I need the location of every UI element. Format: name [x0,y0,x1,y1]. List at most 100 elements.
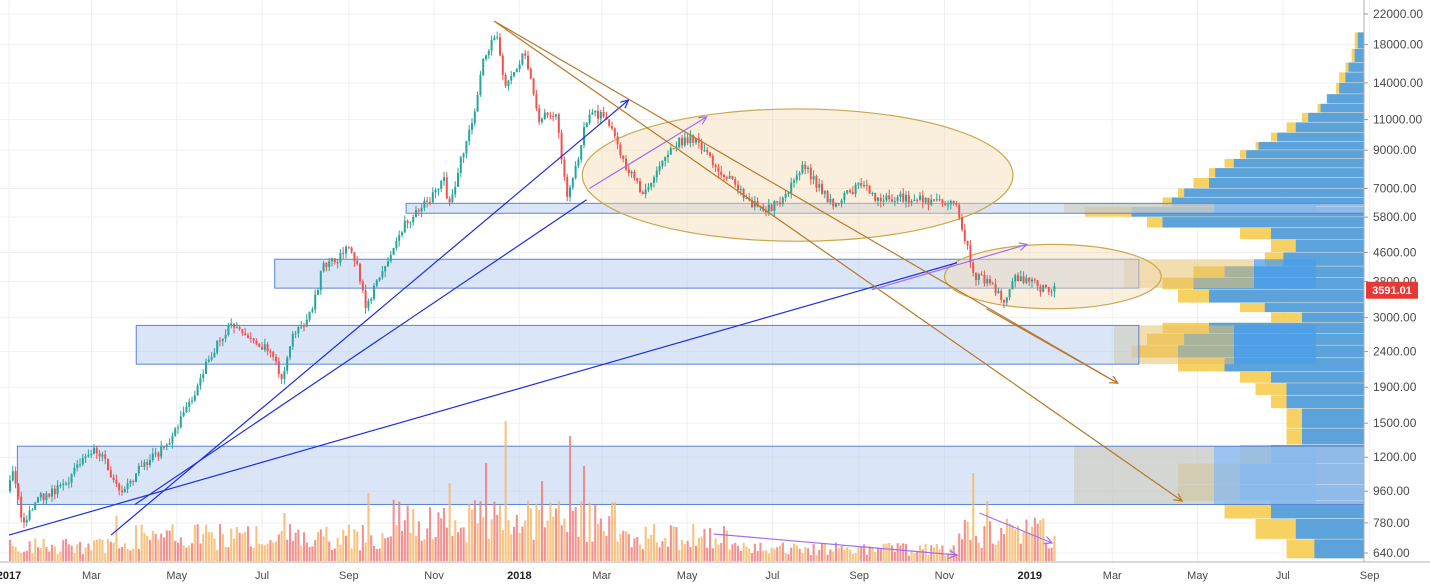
volume-bar [608,516,611,561]
volume-bar [829,549,832,561]
candle-body [62,483,65,486]
price-tick-label: 1200.00 [1373,450,1417,464]
volume-bar [611,502,614,561]
candle-body [210,357,213,360]
volume-bar [734,542,737,561]
volume-bar [56,554,59,561]
volume-bar [927,555,930,561]
volume-bar [485,463,488,561]
volume-bar [11,545,14,561]
last-price-label: 3591.01 [1372,285,1412,297]
candle-body [76,464,79,468]
candle-body [207,359,210,362]
candle-body [919,195,921,200]
price-tick-label: 22000.00 [1373,7,1423,21]
volume-bar [759,542,762,561]
candle-body [975,272,977,280]
volume-bar [826,554,829,561]
candle-body [790,182,793,193]
volume-bar [412,509,415,561]
candle-body [997,290,1000,294]
volume-bar [644,526,647,561]
candle-body [473,111,476,124]
time-tick-label: Nov [424,570,444,582]
candle-body [199,378,202,386]
candle-body [235,327,238,329]
candle-body [241,329,244,334]
candle-body [711,155,714,166]
candle-body [331,258,333,262]
candle-body [933,199,935,201]
candle-body [577,159,580,166]
candle-body [165,444,168,447]
candle-body [1042,285,1045,292]
candle-body [896,197,899,202]
candle-body [613,128,616,137]
candle-body [916,199,919,201]
volume-profile-bar [1295,122,1364,133]
volume-bar [179,537,182,561]
candle-body [899,193,902,198]
candle-body [1019,276,1022,282]
volume-bar [580,501,583,561]
candle-body [507,80,510,86]
candle-body [17,483,20,497]
time-tick-label: Jul [255,570,269,582]
volume-bar [552,516,555,561]
volume-bar [963,519,966,561]
volume-bar [93,540,96,561]
volume-bar [359,550,362,561]
volume-bar [123,543,126,561]
candle-body [185,406,188,412]
candle-body [420,207,423,212]
candle-body [93,447,95,454]
candle-body [9,480,11,492]
volume-profile-bar [1348,62,1364,72]
volume-bar [563,518,566,561]
candle-body [784,194,787,198]
candle-body [202,373,205,379]
candle-body [647,187,650,190]
candle-body [599,112,602,119]
candle-body [935,199,938,201]
candle-body [681,137,683,146]
candle-body [353,252,356,261]
volume-bar [751,553,754,561]
candle-body [263,344,266,350]
candle-body [994,284,997,294]
volume-bar [975,536,978,561]
candle-body [280,373,283,379]
candle-body [728,176,731,179]
volume-bar [860,546,863,561]
volume-bar [20,552,23,561]
volume-bar [76,544,79,561]
candle-body [510,76,513,81]
trend-line [493,20,1118,383]
volume-bar [157,539,160,561]
volume-bar [213,538,216,561]
candle-body [1033,279,1036,281]
volume-bar [675,527,678,561]
candle-body [51,488,53,497]
volume-bar [356,531,359,561]
volume-profile-bar [1184,188,1364,197]
volume-bar [233,538,236,561]
candle-body [482,59,485,75]
candle-body [1005,297,1008,303]
volume-bar [219,524,222,561]
volume-bar [381,532,384,561]
candle-body [319,271,322,291]
price-tick-label: 18000.00 [1373,38,1423,52]
volume-bar [462,527,465,561]
time-tick-label: Mar [82,570,101,582]
volume-bar [28,541,31,561]
volume-bar [342,529,345,561]
candle-body [437,188,440,191]
candle-body [252,338,255,341]
candle-body [364,290,367,308]
volume-bar [107,539,110,561]
volume-bar [135,525,138,561]
candle-body [751,200,753,207]
volume-bar [1025,519,1028,561]
